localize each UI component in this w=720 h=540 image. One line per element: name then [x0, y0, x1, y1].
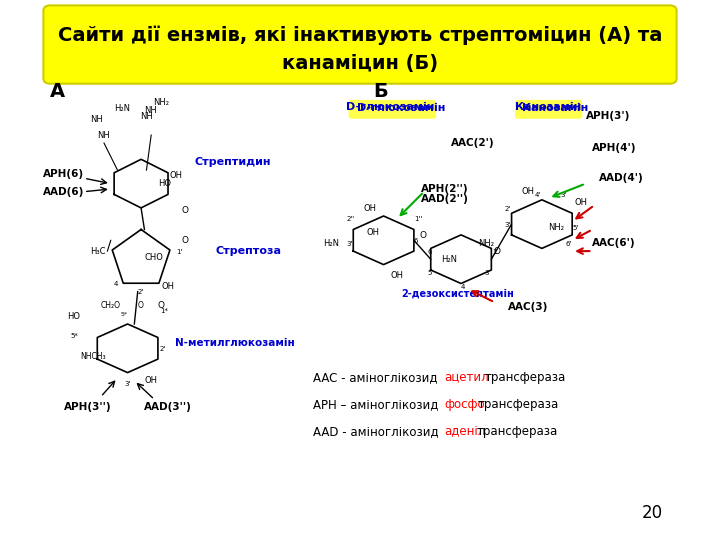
Text: 3': 3' — [561, 192, 567, 198]
Text: O: O — [493, 247, 500, 256]
Text: CH₂O: CH₂O — [101, 301, 121, 310]
Text: 5': 5' — [572, 225, 578, 231]
Text: AAD(3''): AAD(3'') — [145, 402, 192, 413]
Text: 1*: 1* — [160, 308, 168, 314]
Text: H₂N: H₂N — [114, 104, 130, 113]
Text: NH₂: NH₂ — [549, 222, 564, 232]
Text: 6: 6 — [428, 249, 432, 255]
Text: OH: OH — [575, 198, 588, 207]
Text: AAD(6): AAD(6) — [43, 187, 85, 198]
Text: 5*: 5* — [121, 312, 128, 317]
Text: AAD - аміноглікозид: AAD - аміноглікозид — [313, 424, 438, 438]
Text: АРН(4'): АРН(4') — [593, 143, 637, 153]
Text: трансфераза: трансфераза — [478, 397, 559, 411]
Text: 6: 6 — [414, 238, 418, 244]
Text: APH – аміноглікозид: APH – аміноглікозид — [313, 397, 438, 411]
Text: NH: NH — [140, 112, 153, 121]
Text: Стрептидин: Стрептидин — [195, 157, 271, 167]
Text: 6': 6' — [565, 241, 572, 247]
Text: Сайти дії ензмів, які інактивують стрептоміцин (А) та: Сайти дії ензмів, які інактивують стрепт… — [58, 25, 662, 45]
Text: OH: OH — [145, 376, 158, 386]
Text: NH: NH — [145, 106, 157, 116]
Text: NH: NH — [97, 131, 110, 140]
Text: 3': 3' — [125, 381, 130, 387]
Text: OH: OH — [522, 187, 535, 197]
Text: трансфераза: трансфераза — [485, 370, 566, 384]
Text: АРН(6): АРН(6) — [43, 169, 84, 179]
Text: АРН(3'): АРН(3') — [585, 111, 630, 121]
Text: H₂N: H₂N — [323, 239, 339, 248]
Text: NH₂: NH₂ — [478, 239, 494, 248]
Text: 20: 20 — [642, 504, 663, 522]
Text: Канозамін: Канозамін — [516, 102, 582, 112]
Text: OH: OH — [161, 282, 174, 291]
Text: 4: 4 — [461, 284, 465, 290]
Text: Канозамін: Канозамін — [522, 103, 588, 113]
Text: NH₂: NH₂ — [153, 98, 169, 107]
Text: OH: OH — [366, 228, 379, 237]
Text: ацетил: ацетил — [444, 370, 489, 384]
Text: O: O — [158, 301, 165, 310]
Text: H₃C: H₃C — [91, 247, 106, 256]
Text: 3'': 3'' — [346, 241, 355, 247]
Text: O: O — [419, 231, 426, 240]
Text: 1'': 1'' — [414, 217, 422, 222]
Text: АРН(2''): АРН(2'') — [420, 184, 468, 194]
Text: 3': 3' — [505, 222, 511, 228]
Text: 5*: 5* — [71, 333, 78, 339]
Text: 2'': 2'' — [346, 217, 355, 222]
Text: N-метилглюкозамін: N-метилглюкозамін — [175, 338, 294, 348]
Text: NHCH₃: NHCH₃ — [81, 352, 106, 361]
Text: 2': 2' — [138, 289, 144, 295]
Text: АРН(3''): АРН(3'') — [63, 402, 111, 413]
Text: CHO: CHO — [145, 253, 163, 262]
Text: аденіл: аденіл — [444, 424, 485, 438]
Text: AAC(6'): AAC(6') — [593, 238, 636, 248]
Text: 3: 3 — [485, 271, 489, 276]
FancyBboxPatch shape — [43, 5, 677, 84]
Text: OH: OH — [364, 204, 377, 213]
Text: Б: Б — [374, 82, 388, 101]
Text: AAC - аміноглікозид: AAC - аміноглікозид — [313, 370, 437, 384]
Text: O: O — [181, 236, 189, 245]
Text: NH: NH — [91, 114, 103, 124]
Text: 2-дезоксистептамін: 2-дезоксистептамін — [401, 289, 514, 299]
Text: AAC(3): AAC(3) — [508, 302, 549, 313]
Text: А: А — [50, 82, 66, 101]
Text: D-глюкозамін: D-глюкозамін — [356, 103, 445, 113]
Text: HO: HO — [67, 312, 80, 321]
Text: D-глюкозамін: D-глюкозамін — [346, 102, 434, 112]
Text: 2': 2' — [505, 206, 511, 212]
Text: H₂N: H₂N — [441, 255, 456, 264]
Text: 4': 4' — [535, 192, 541, 198]
Text: фосфо: фосфо — [444, 397, 485, 411]
Text: 1: 1 — [492, 249, 498, 255]
Text: AAC(2'): AAC(2') — [451, 138, 495, 148]
Text: AAD(4'): AAD(4') — [599, 173, 644, 183]
Text: AAD(2''): AAD(2'') — [420, 194, 469, 205]
Text: 5: 5 — [428, 271, 432, 276]
Text: HO: HO — [158, 179, 171, 188]
Text: 2': 2' — [160, 346, 166, 352]
Text: O: O — [138, 301, 143, 310]
Text: 1': 1' — [176, 249, 182, 255]
Text: 4: 4 — [114, 281, 119, 287]
Text: O: O — [181, 206, 189, 215]
Text: OH: OH — [169, 171, 182, 180]
FancyBboxPatch shape — [515, 100, 582, 119]
FancyBboxPatch shape — [348, 100, 436, 119]
Text: OH: OH — [390, 271, 403, 280]
Text: трансфераза: трансфераза — [477, 424, 558, 438]
Text: канаміцин (Б): канаміцин (Б) — [282, 54, 438, 73]
Text: Стрептоза: Стрептоза — [215, 246, 282, 256]
